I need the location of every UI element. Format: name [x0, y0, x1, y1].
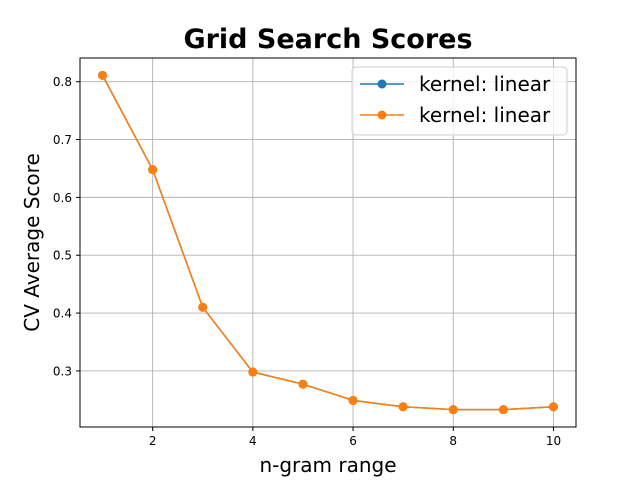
x-tick-label: 8: [449, 434, 457, 448]
x-tick-label: 4: [249, 434, 257, 448]
legend-item: kernel: linear: [360, 103, 551, 127]
data-point: [398, 402, 408, 412]
legend-label: kernel: linear: [419, 103, 551, 127]
axis-ticks: 2 4 6 8 10 0.3 0.4 0.5 0.6 0.7 0.8: [53, 75, 561, 448]
data-point: [298, 379, 308, 389]
series-line: [101, 74, 554, 411]
x-tick-label: 10: [546, 434, 561, 448]
data-point: [98, 70, 108, 80]
y-tick-label: 0.7: [53, 133, 72, 147]
data-point: [448, 405, 458, 415]
legend-marker: [377, 110, 387, 120]
legend-marker: [377, 79, 387, 89]
chart-title: Grid Search Scores: [183, 24, 472, 55]
data-point: [248, 367, 258, 377]
x-tick-label: 2: [149, 434, 157, 448]
legend-item: kernel: linear: [360, 72, 551, 96]
legend-label: kernel: linear: [419, 72, 551, 96]
series-layer: [98, 70, 558, 415]
series-2: [98, 70, 558, 415]
y-tick-label: 0.3: [53, 364, 72, 378]
data-point: [498, 405, 508, 415]
x-tick-label: 6: [349, 434, 357, 448]
legend-box: [351, 66, 568, 136]
plot-frame: [79, 57, 577, 428]
y-tick-label: 0.4: [53, 307, 72, 321]
data-point: [198, 302, 208, 312]
y-tick-label: 0.5: [53, 249, 72, 263]
y-tick-label: 0.8: [53, 75, 72, 89]
legend: kernel: linear kernel: linear: [351, 66, 568, 136]
x-axis-label: n-gram range: [259, 453, 396, 477]
data-point: [548, 402, 558, 412]
data-point: [348, 395, 358, 405]
y-axis-label: CV Average Score: [20, 153, 44, 332]
y-tick-label: 0.6: [53, 191, 72, 205]
data-point: [148, 165, 158, 175]
